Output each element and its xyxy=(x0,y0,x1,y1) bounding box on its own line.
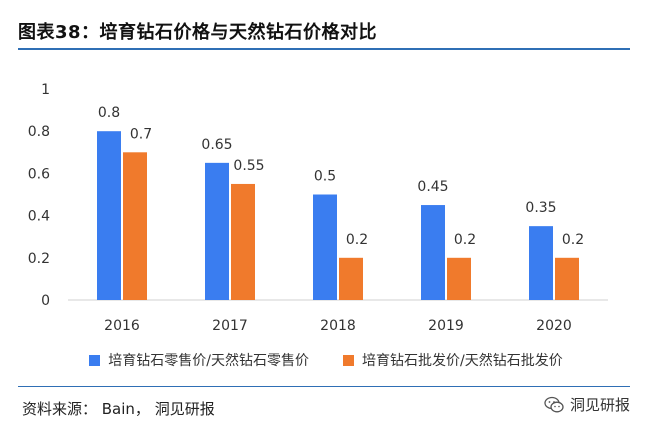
bar-retail xyxy=(205,162,229,300)
x-tick-label: 2019 xyxy=(428,318,464,334)
bar-retail xyxy=(529,226,553,300)
bar-wholesale xyxy=(555,257,579,300)
data-label: 0.8 xyxy=(98,105,120,121)
x-tick-label: 2018 xyxy=(320,318,356,334)
page-title: 图表38：培育钻石价格与天然钻石价格对比 xyxy=(18,22,378,43)
data-label: 0.2 xyxy=(454,232,476,248)
data-label: 0.45 xyxy=(417,179,448,195)
bar-retail xyxy=(313,194,337,300)
bar-wholesale xyxy=(123,152,147,300)
title-divider xyxy=(18,48,630,50)
data-label: 0.7 xyxy=(130,126,152,142)
legend-item-retail: 培育钻石零售价/天然钻石零售价 xyxy=(89,350,309,370)
bar-wholesale xyxy=(447,257,471,300)
data-label: 0.55 xyxy=(233,158,264,174)
data-label: 0.2 xyxy=(562,232,584,248)
bar-wholesale xyxy=(231,183,255,300)
y-tick-label: 0.6 xyxy=(28,166,50,182)
source-note: 资料来源： Bain， 洞见研报 xyxy=(22,400,215,418)
y-tick-label: 0.2 xyxy=(28,251,50,267)
brand-mark: 洞见研报 xyxy=(544,394,630,415)
x-tick-label: 2017 xyxy=(212,318,248,334)
x-tick-label: 2020 xyxy=(536,318,572,334)
y-tick-label: 0.4 xyxy=(28,209,50,225)
footer-divider xyxy=(18,386,630,387)
wechat-icon xyxy=(544,396,564,412)
x-tick-label: 2016 xyxy=(104,318,140,334)
y-tick-label: 0.8 xyxy=(28,124,50,140)
data-label: 0.35 xyxy=(525,200,556,216)
y-tick-label: 1 xyxy=(41,82,50,98)
legend-swatch-wholesale xyxy=(343,354,354,366)
legend-item-wholesale: 培育钻石批发价/天然钻石批发价 xyxy=(343,350,563,370)
bar-retail xyxy=(97,131,121,300)
data-label: 0.2 xyxy=(346,232,368,248)
data-label: 0.5 xyxy=(314,169,336,185)
y-tick-label: 0 xyxy=(41,293,50,309)
legend-swatch-retail xyxy=(89,354,101,366)
data-label: 0.65 xyxy=(201,137,232,153)
legend-label-wholesale: 培育钻石批发价/天然钻石批发价 xyxy=(362,353,563,369)
bar-wholesale xyxy=(339,257,363,300)
bar-chart: 0 0.2 0.4 0.6 0.8 1 0.8 0.7 2016 0.650.55 2017 0.5 0… xyxy=(28,82,608,334)
bar-retail xyxy=(421,205,445,300)
legend: 培育钻石零售价/天然钻石零售价 培育钻石批发价/天然钻石批发价 xyxy=(0,350,652,370)
legend-label-retail: 培育钻石零售价/天然钻石零售价 xyxy=(108,353,309,369)
brand-name: 洞见研报 xyxy=(569,396,630,414)
